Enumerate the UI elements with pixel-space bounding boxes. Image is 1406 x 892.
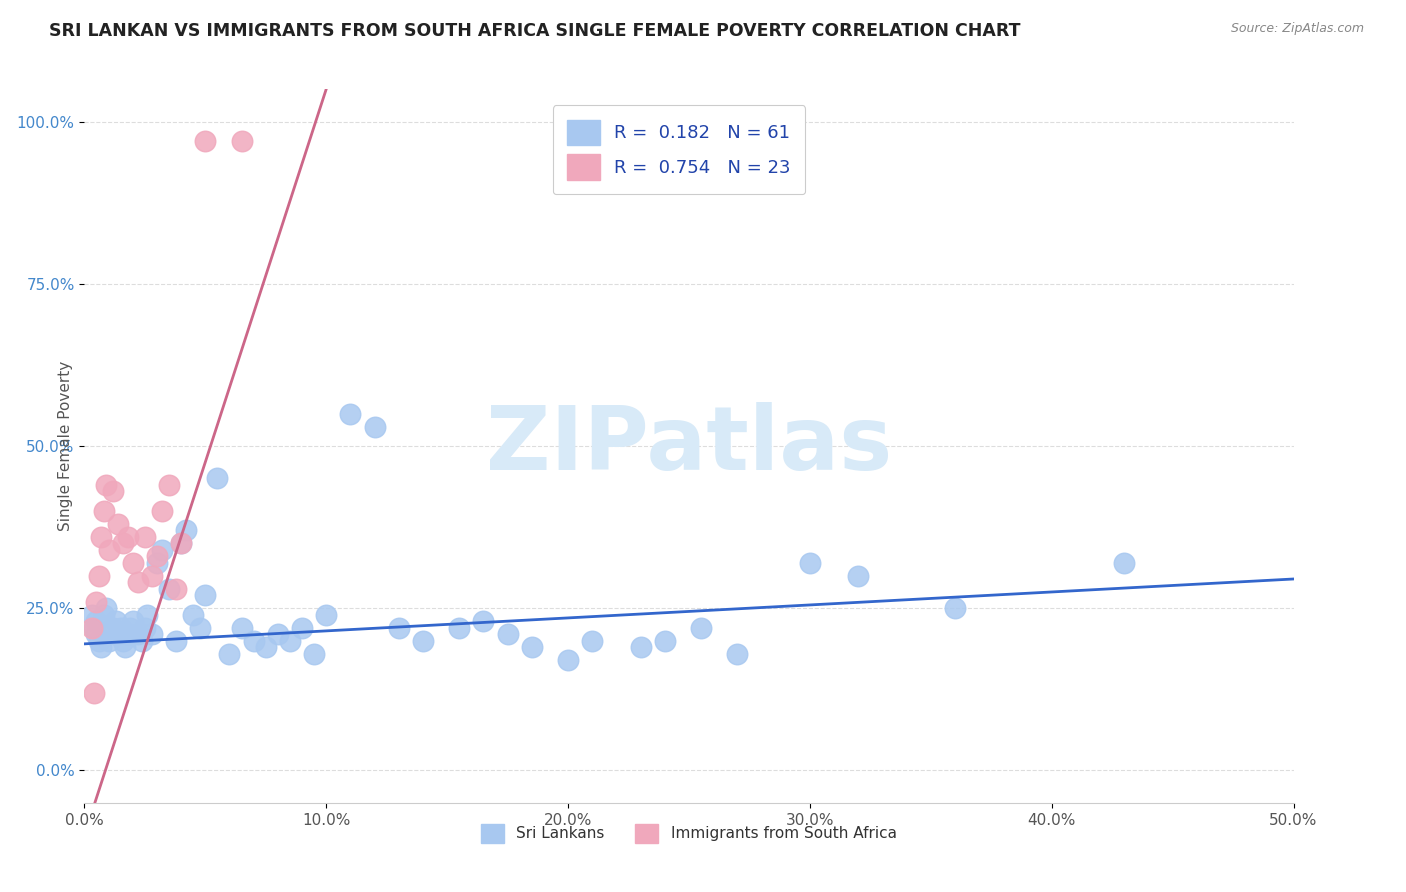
Point <box>127 575 149 590</box>
Point <box>121 614 143 628</box>
Point <box>267 627 290 641</box>
Point <box>190 621 212 635</box>
Point <box>134 621 156 635</box>
Point <box>107 516 129 531</box>
Point <box>174 524 197 538</box>
Point <box>207 471 229 485</box>
Point <box>104 614 127 628</box>
Point <box>231 134 253 148</box>
Text: Source: ZipAtlas.com: Source: ZipAtlas.com <box>1230 22 1364 36</box>
Point <box>412 633 434 648</box>
Point <box>97 627 120 641</box>
Point <box>630 640 652 654</box>
Point <box>557 653 579 667</box>
Point <box>194 588 217 602</box>
Point <box>194 134 217 148</box>
Legend: Sri Lankans, Immigrants from South Africa: Sri Lankans, Immigrants from South Afric… <box>475 818 903 848</box>
Point <box>120 621 142 635</box>
Point <box>117 530 139 544</box>
Point <box>157 478 180 492</box>
Point <box>315 607 337 622</box>
Point <box>131 633 153 648</box>
Point <box>520 640 543 654</box>
Point <box>136 607 159 622</box>
Y-axis label: Single Female Poverty: Single Female Poverty <box>58 361 73 531</box>
Point <box>80 621 103 635</box>
Point <box>103 484 125 499</box>
Point <box>363 419 385 434</box>
Point <box>725 647 748 661</box>
Point <box>141 568 163 582</box>
Point <box>107 627 129 641</box>
Point <box>86 595 108 609</box>
Point <box>472 614 495 628</box>
Point <box>339 407 361 421</box>
Point <box>134 530 156 544</box>
Point <box>117 627 139 641</box>
Point <box>87 568 110 582</box>
Point <box>86 627 108 641</box>
Point <box>302 647 325 661</box>
Point <box>449 621 471 635</box>
Point <box>121 556 143 570</box>
Point <box>93 504 115 518</box>
Point <box>94 478 117 492</box>
Point <box>83 621 105 635</box>
Point <box>181 607 204 622</box>
Point <box>141 627 163 641</box>
Point <box>231 621 253 635</box>
Point <box>496 627 519 641</box>
Point <box>690 621 713 635</box>
Point <box>581 633 603 648</box>
Point <box>97 542 120 557</box>
Point <box>97 633 120 648</box>
Point <box>112 633 135 648</box>
Point <box>242 633 264 648</box>
Point <box>146 549 169 564</box>
Point <box>654 633 676 648</box>
Point <box>846 568 869 582</box>
Point <box>110 621 132 635</box>
Text: SRI LANKAN VS IMMIGRANTS FROM SOUTH AFRICA SINGLE FEMALE POVERTY CORRELATION CHA: SRI LANKAN VS IMMIGRANTS FROM SOUTH AFRI… <box>49 22 1021 40</box>
Point <box>127 627 149 641</box>
Point <box>87 633 110 648</box>
Point <box>218 647 240 661</box>
Point <box>90 530 112 544</box>
Point <box>114 640 136 654</box>
Point <box>1114 556 1136 570</box>
Point <box>83 685 105 699</box>
Point <box>93 607 115 622</box>
Point <box>291 621 314 635</box>
Point <box>112 536 135 550</box>
Point <box>943 601 966 615</box>
Point <box>103 621 125 635</box>
Text: ZIPatlas: ZIPatlas <box>486 402 891 490</box>
Point <box>799 556 821 570</box>
Point <box>86 614 108 628</box>
Point <box>170 536 193 550</box>
Point <box>388 621 411 635</box>
Point <box>90 640 112 654</box>
Point <box>278 633 301 648</box>
Point <box>165 582 187 596</box>
Point <box>254 640 277 654</box>
Point <box>170 536 193 550</box>
Point <box>150 542 173 557</box>
Point <box>94 601 117 615</box>
Point <box>165 633 187 648</box>
Point <box>80 607 103 622</box>
Point <box>150 504 173 518</box>
Point <box>157 582 180 596</box>
Point <box>146 556 169 570</box>
